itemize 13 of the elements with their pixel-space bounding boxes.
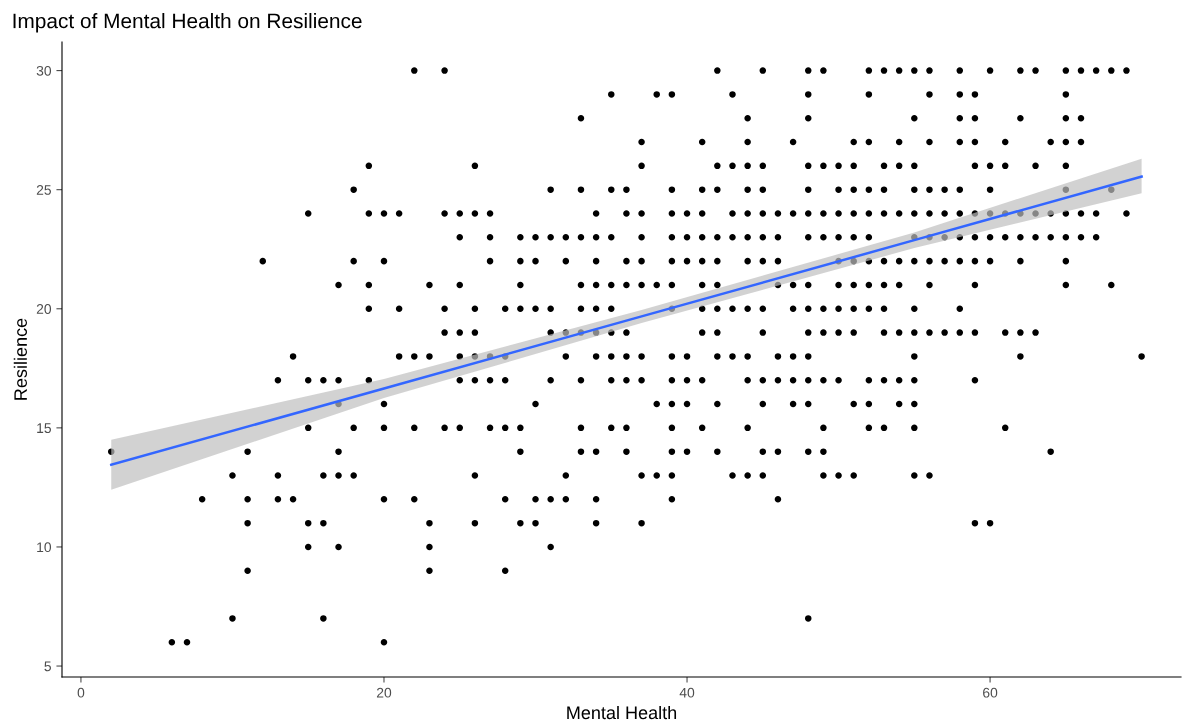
x-axis-title: Mental Health: [567, 705, 677, 720]
chart-title: Impact of Mental Health on Resilience: [13, 13, 362, 33]
y-axis-title: Resilience: [13, 318, 28, 400]
y-tick-label: 5: [44, 661, 51, 672]
y-tick-label: 30: [36, 65, 52, 76]
y-tick-label: 15: [37, 423, 51, 434]
y-tick-label: 20: [36, 304, 52, 314]
x-tick-label: 20: [376, 687, 392, 698]
x-tick-label: 60: [983, 687, 998, 698]
x-tick-label: 40: [679, 687, 695, 698]
y-tick-label: 25: [36, 185, 51, 195]
y-tick-label: 10: [37, 542, 52, 553]
x-tick-label: 0: [77, 687, 85, 698]
